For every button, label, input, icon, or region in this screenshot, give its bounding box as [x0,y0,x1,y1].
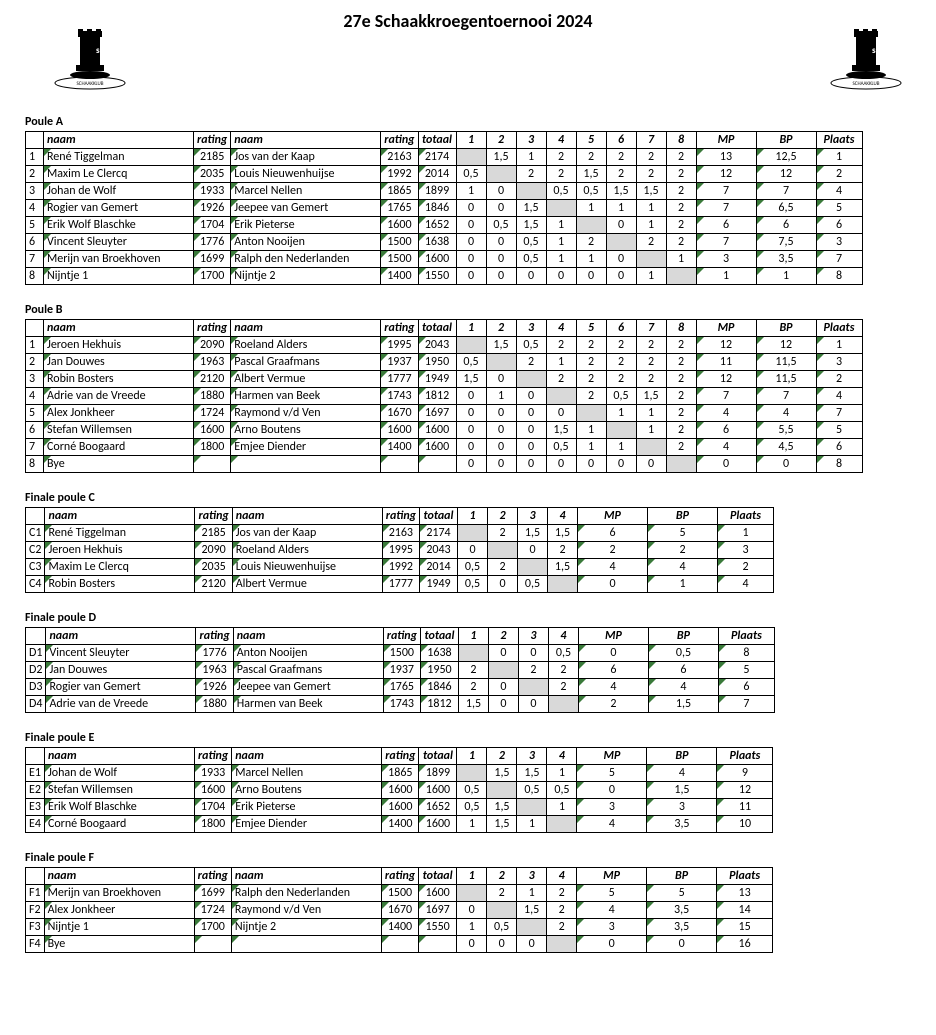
table-row: E4Corné Boogaard1800Emjee Diender1400160… [26,816,773,833]
poule-table: naamratingnaamratingtotaal12345678MPBPPl… [25,319,863,473]
poule-label: Finale poule C [25,491,911,505]
table-row: 2Jan Douwes1963Pascal Graafmans193719500… [26,354,863,371]
logo-right: SCHAAKKLUB sks [826,25,906,90]
poule-label: Poule B [25,303,911,317]
table-row: D3Rogier van Gemert1926Jeepee van Gemert… [26,679,775,696]
table-row: 8Bye0000000008 [26,456,863,473]
poule-table: naamratingnaamratingtotaal1234MPBPPlaats… [25,867,773,953]
table-row: D1Vincent Sleuyter1776Anton Nooijen15001… [26,645,775,662]
poule-table: naamratingnaamratingtotaal1234MPBPPlaats… [25,627,775,713]
table-row: F1Merijn van Broekhoven1699Ralph den Ned… [26,885,773,902]
table-row: 2Maxim Le Clercq2035Louis Nieuwenhuijse1… [26,166,863,183]
table-row: 7Merijn van Broekhoven1699Ralph den Nede… [26,251,863,268]
svg-text:SCHAAKKLUB: SCHAAKKLUB [77,81,104,87]
svg-text:sks: sks [872,45,884,56]
table-row: 7Corné Boogaard1800Emjee Diender14001600… [26,439,863,456]
table-row: C1René Tiggelman2185Jos van der Kaap2163… [26,525,774,542]
table-row: 8Nijntje 11700Nijntje 214001550000000111… [26,268,863,285]
table-row: F3Nijntje 11700Nijntje 21400155010,5233,… [26,919,773,936]
tables-container: Poule A naamratingnaamratingtotaal1234567… [25,115,911,953]
poule-label: Poule A [25,115,911,129]
poule-table: naamratingnaamratingtotaal1234MPBPPlaats… [25,747,773,833]
poule-label: Finale poule F [25,851,911,865]
table-row: 5Erik Wolf Blaschke1704Erik Pieterse1600… [26,217,863,234]
table-row: 1René Tiggelman2185Jos van der Kaap21632… [26,149,863,166]
table-row: 5Alex Jonkheer1724Raymond v/d Ven1670169… [26,405,863,422]
table-row: E2Stefan Willemsen1600Arno Boutens160016… [26,782,773,799]
table-row: 4Adrie van de Vreede1880Harmen van Beek1… [26,388,863,405]
table-row: C4Robin Bosters2120Albert Vermue17771949… [26,576,774,593]
poule-table: naamratingnaamratingtotaal12345678MPBPPl… [25,131,863,285]
table-row: D4Adrie van de Vreede1880Harmen van Beek… [26,696,775,713]
header: SCHAAKKLUB sks SCHAAKKLUB sks 27e Schaak… [25,10,911,90]
poule-table: naamratingnaamratingtotaal1234MPBPPlaats… [25,507,774,593]
table-row: C2Jeroen Hekhuis2090Roeland Alders199520… [26,542,774,559]
table-row: 6Stefan Willemsen1600Arno Boutens1600160… [26,422,863,439]
table-row: 6Vincent Sleuyter1776Anton Nooijen150016… [26,234,863,251]
logo-left: SCHAAKKLUB sks [50,25,130,90]
table-row: F4Bye0000016 [26,936,773,953]
table-row: 1Jeroen Hekhuis2090Roeland Alders1995204… [26,337,863,354]
svg-text:sks: sks [96,45,108,56]
table-row: D2Jan Douwes1963Pascal Graafmans19371950… [26,662,775,679]
table-row: 4Rogier van Gemert1926Jeepee van Gemert1… [26,200,863,217]
table-row: E1Johan de Wolf1933Marcel Nellen18651899… [26,765,773,782]
poule-label: Finale poule D [25,611,911,625]
page-title: 27e Schaakkroegentoernooi 2024 [25,10,911,32]
poule-label: Finale poule E [25,731,911,745]
table-row: C3Maxim Le Clercq2035Louis Nieuwenhuijse… [26,559,774,576]
table-row: 3Johan de Wolf1933Marcel Nellen186518991… [26,183,863,200]
svg-text:SCHAAKKLUB: SCHAAKKLUB [853,81,880,87]
table-row: 3Robin Bosters2120Albert Vermue177719491… [26,371,863,388]
table-row: F2Alex Jonkheer1724Raymond v/d Ven167016… [26,902,773,919]
table-row: E3Erik Wolf Blaschke1704Erik Pieterse160… [26,799,773,816]
